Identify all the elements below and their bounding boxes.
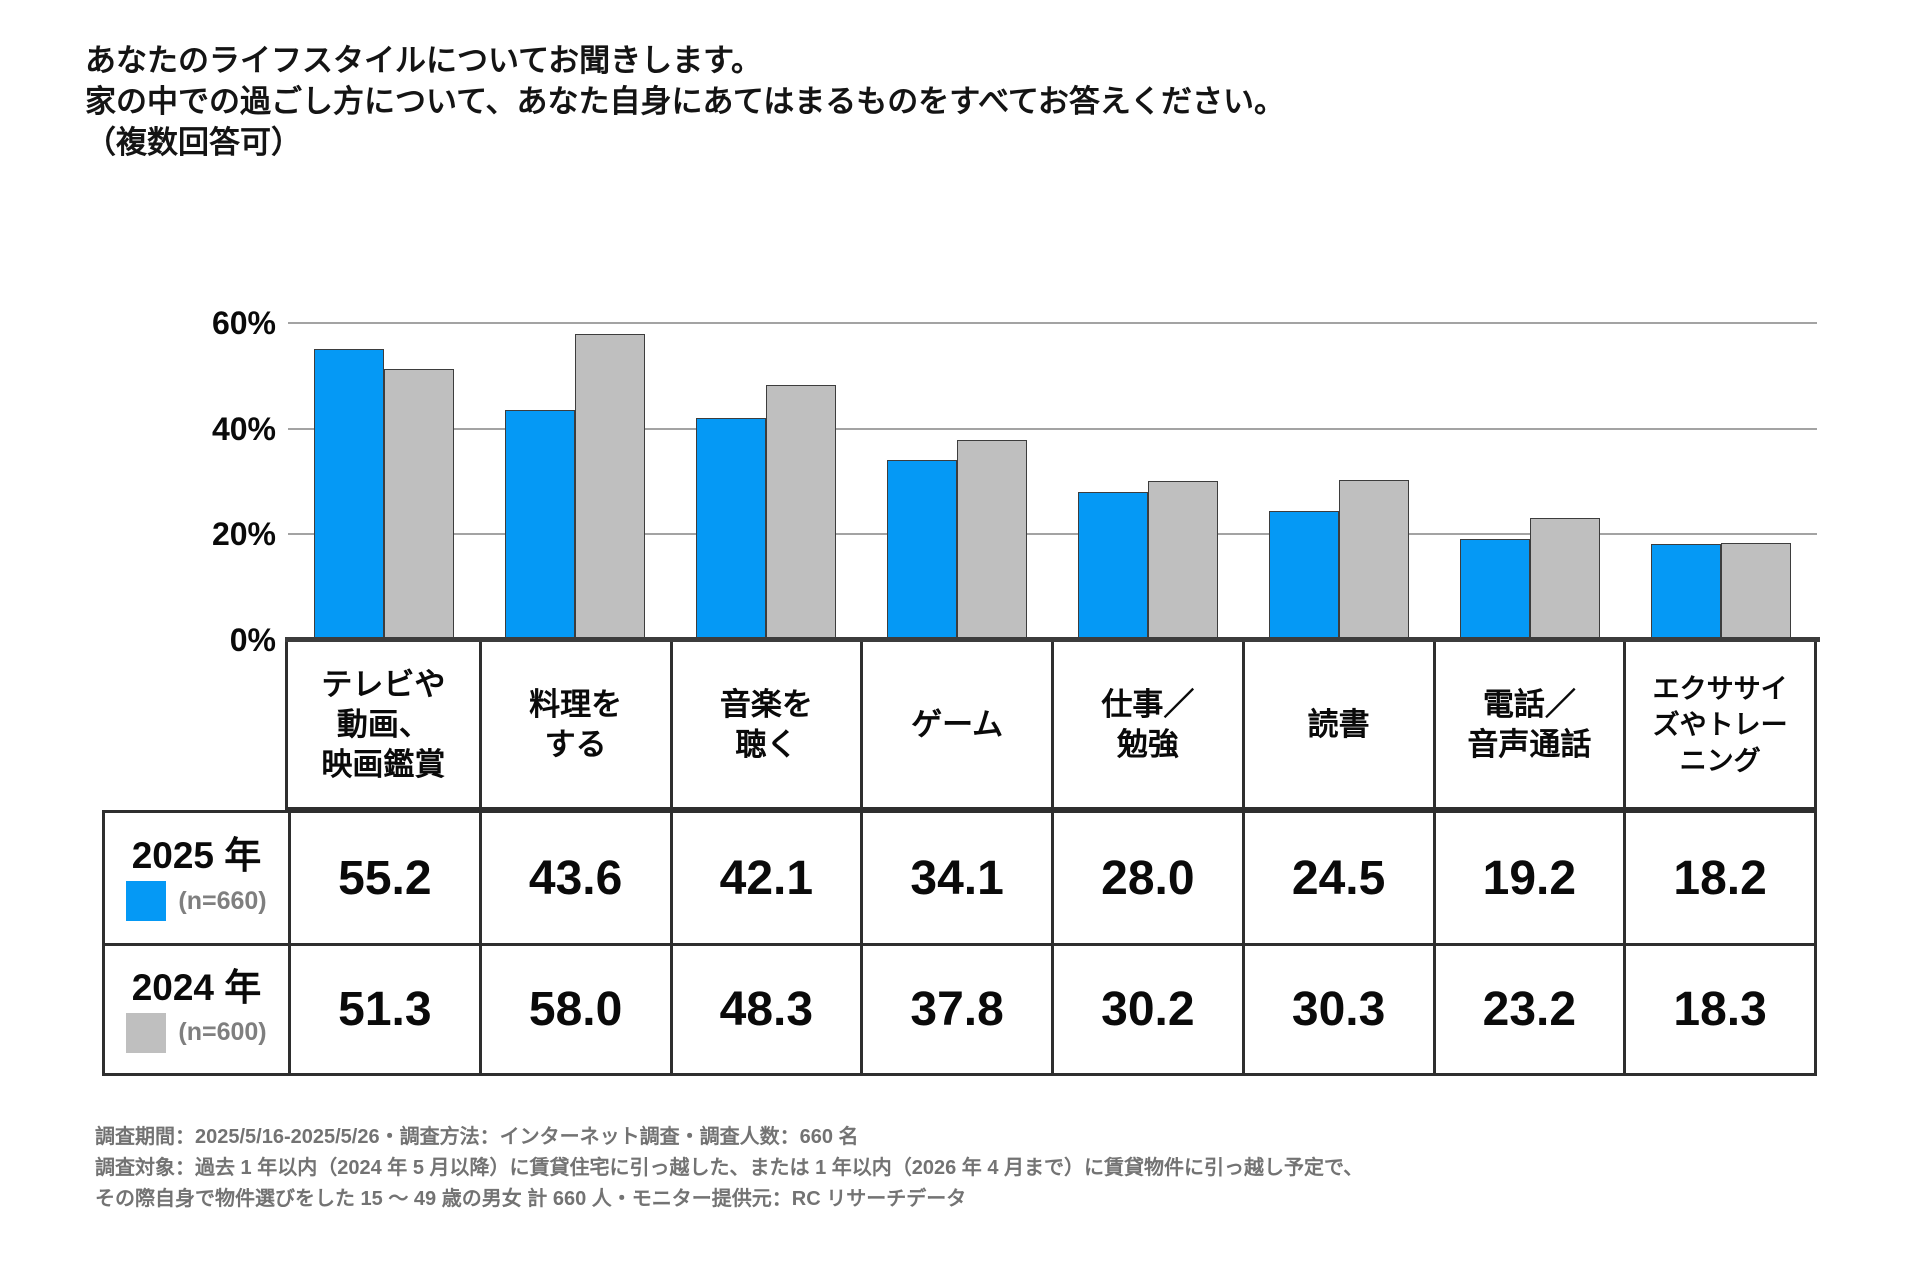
category-header-line: 音声通話 [1467,726,1592,762]
survey-notes: 調査期間：2025/5/16-2025/5/26・調査方法：インターネット調査・… [95,1122,1363,1215]
category-header-line: 料理を [529,686,623,722]
y-tick-label: 20% [211,516,276,553]
bar-2025-1 [504,409,575,640]
bar-2024-3 [956,440,1027,640]
category-header: ゲーム [860,642,1051,807]
category-header-line: ゲーム [911,706,1004,742]
bar-2025-4 [1078,492,1149,640]
category-header: 読書 [1241,642,1433,807]
value-cell-2025-3: 34.1 [860,813,1051,943]
series-legend: (n=600) [126,1012,267,1053]
value-cell-2025-4: 28.0 [1051,813,1242,943]
sample-size-label: (n=600) [178,1018,267,1046]
value-cell-2024-4: 30.2 [1051,943,1242,1073]
title-line-3: （複数回答可） [85,125,302,160]
bar-2024-7 [1721,543,1792,640]
category-header-line: 聴く [735,726,798,762]
plot-area [288,240,1817,640]
y-tick-label: 0% [229,622,276,658]
category-header-line: 勉強 [1116,726,1179,762]
value-cell-2025-6: 19.2 [1432,813,1624,943]
title-line-1: あなたのライフスタイルについてお聞きします。 [85,43,763,78]
survey-question-title: あなたのライフスタイルについてお聞きします。 家の中での過ごし方について、あなた… [85,40,1285,163]
value-cell-2025-5: 24.5 [1241,813,1433,943]
category-header: 仕事／ 勉強 [1051,642,1242,807]
note-line-1: 調査期間：2025/5/16-2025/5/26・調査方法：インターネット調査・… [95,1126,859,1148]
category-header: エクササイズやトレーニング [1623,642,1814,807]
category-header-line: 読書 [1307,706,1370,742]
bar-2025-7 [1651,543,1722,640]
value-cell-2024-2: 48.3 [669,943,861,1073]
value-cell-2025-7: 18.2 [1623,813,1814,943]
category-header-line: する [544,726,607,762]
bar-2025-6 [1460,538,1531,640]
note-line-2: 調査対象：過去 1 年以内（2024 年 5 月以降）に賃貸住宅に引っ越した、ま… [95,1157,1364,1179]
data-table: 2025 年 (n=660) 55.2 43.6 42.1 34.1 28.0 24.5 19.… [102,810,1817,1076]
category-header: 音楽を 聴く [669,642,861,807]
bar-2024-4 [1148,480,1219,640]
bar-2024-2 [765,384,836,640]
y-tick-label: 60% [211,305,276,342]
category-header-line: ニング [1679,745,1761,776]
category-header: 料理を する [478,642,670,807]
sample-size-label: (n=660) [178,886,267,915]
gridline [288,427,1817,430]
note-line-3: その際自身で物件選びをした 15 ～ 49 歳の男女 計 660 人・モニター提… [95,1188,967,1210]
value-cell-2024-7: 18.3 [1623,943,1814,1073]
series-label-2024: 2024 年 (n=600) [105,943,288,1073]
bar-2024-1 [574,333,645,640]
value-cell-2025-1: 43.6 [478,813,670,943]
category-header-row: テレビや 動画、 映画鑑賞 料理を する 音楽を 聴く ゲーム 仕事／ 勉強 読書 電話／ 音声通話 エク… [285,642,1817,810]
category-header-line: 動画、 [336,706,430,742]
series-year: 2024 年 [131,966,262,1008]
bar-2025-2 [695,417,766,640]
gridline [288,533,1817,536]
category-header-line: 仕事／ [1101,686,1195,722]
category-header-line: 音楽を [719,686,813,722]
y-tick-label: 40% [211,410,276,447]
bar-2025-3 [886,459,957,640]
x-axis-baseline [285,637,1820,642]
value-cell-2024-3: 37.8 [860,943,1051,1073]
bar-2025-0 [313,348,384,640]
value-cell-2024-1: 58.0 [478,943,670,1073]
legend-swatch-icon [126,881,167,921]
bar-2024-0 [383,369,454,640]
category-header-line: テレビや [321,666,446,702]
category-header-line: 映画鑑賞 [321,746,446,782]
bar-2025-5 [1269,510,1340,640]
category-header: 電話／ 音声通話 [1432,642,1624,807]
bar-2024-5 [1339,480,1410,640]
value-cell-2024-6: 23.2 [1432,943,1624,1073]
value-cell-2024-5: 30.3 [1241,943,1433,1073]
series-year: 2025 年 [131,835,262,876]
bar-2024-6 [1530,517,1601,640]
y-axis: 60% 40% 20% 0% [110,240,276,660]
value-cell-2025-2: 42.1 [669,813,861,943]
value-cell-2025-0: 55.2 [288,813,479,943]
category-header-line: ズやトレー [1652,709,1788,740]
category-header: テレビや動画、映画鑑賞 [288,642,479,807]
legend-swatch-icon [126,1012,167,1053]
series-legend: (n=660) [126,881,267,921]
category-header-line: エクササイ [1652,673,1788,704]
title-line-2: 家の中での過ごし方について、あなた自身にあてはまるものをすべてお答えください。 [85,84,1286,119]
value-cell-2024-0: 51.3 [288,943,479,1073]
gridline [288,322,1817,325]
series-label-2025: 2025 年 (n=660) [105,813,288,943]
category-header-line: 電話／ [1482,686,1576,722]
